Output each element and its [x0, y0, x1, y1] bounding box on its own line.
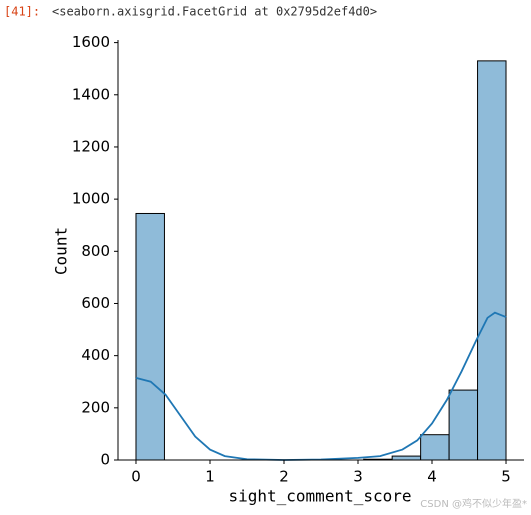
x-tick-label: 0 — [131, 468, 141, 486]
x-axis-label: sight_comment_score — [228, 487, 411, 506]
y-tick-label: 400 — [81, 346, 110, 364]
watermark: CSDN @鸡不似少年盈* — [420, 497, 527, 510]
bar — [135, 212, 165, 461]
y-tick-label: 1400 — [72, 85, 110, 103]
cell-output: <seaborn.axisgrid.FacetGrid at 0x2795d2e… — [52, 5, 377, 19]
x-tick-label: 2 — [279, 468, 289, 486]
cell-prompt: [41]: — [4, 5, 40, 19]
x-tick-label: 4 — [427, 468, 437, 486]
y-tick-label: 800 — [81, 242, 110, 260]
bar — [391, 455, 422, 461]
y-tick-label: 1600 — [72, 33, 110, 51]
bar — [420, 434, 450, 461]
y-tick-label: 1200 — [72, 137, 110, 155]
y-tick-label: 200 — [81, 398, 110, 416]
bar — [477, 60, 507, 461]
y-tick-label: 0 — [100, 451, 110, 469]
x-tick-label: 3 — [353, 468, 363, 486]
y-tick-label: 1000 — [72, 190, 110, 208]
x-tick-label: 5 — [501, 468, 511, 486]
kde-line — [135, 311, 507, 461]
bar — [448, 389, 479, 461]
x-tick-label: 1 — [205, 468, 215, 486]
y-tick-label: 600 — [81, 294, 110, 312]
y-axis-label: Count — [52, 227, 71, 275]
